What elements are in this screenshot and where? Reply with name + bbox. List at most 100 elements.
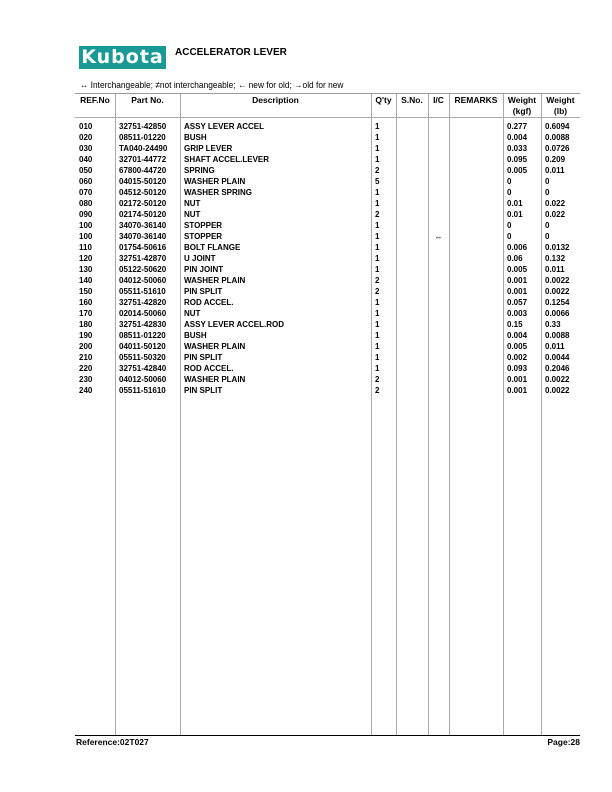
table-row: 060 04015-50120 WASHER PLAIN 5 0 0 [75, 176, 580, 187]
quantity-cell: 1 [375, 320, 380, 329]
table-row: 130 05122-50620 PIN JOINT 1 0.005 0.011 [75, 264, 580, 275]
description-cell: NUT [184, 210, 201, 219]
weight-kgf-cell: 0.001 [507, 375, 528, 384]
weight-lb-cell: 0.33 [545, 320, 561, 329]
weight-lb-cell: 0 [545, 177, 550, 186]
part-no-cell: 67800-44720 [119, 166, 167, 175]
part-no-cell: 05511-51610 [119, 287, 166, 296]
table-row: 050 67800-44720 SPRING 2 0.005 0.011 [75, 165, 580, 176]
table-row: 170 02014-50060 NUT 1 0.003 0.0066 [75, 308, 580, 319]
ref-no-cell: 240 [79, 386, 93, 395]
part-no-cell: 32751-42830 [119, 320, 167, 329]
quantity-cell: 1 [375, 254, 380, 263]
part-no-cell: 08511-01220 [119, 331, 166, 340]
table-row: 040 32701-44772 SHAFT ACCEL.LEVER 1 0.095 0.2… [75, 154, 580, 165]
quantity-cell: 1 [375, 155, 380, 164]
ref-no-cell: 100 [79, 232, 93, 241]
quantity-cell: 1 [375, 144, 380, 153]
ref-no-cell: 130 [79, 265, 93, 274]
kubota-logo: Kubota [79, 46, 166, 69]
ref-no-cell: 010 [79, 122, 93, 131]
column-divider [541, 94, 542, 735]
ref-no-cell: 110 [79, 243, 92, 252]
interchangeability-legend: ↔ Interchangeable; ≠not interchangeable;… [80, 80, 344, 91]
weight-lb-cell: 0.0022 [545, 375, 570, 384]
ref-no-cell: 200 [79, 342, 93, 351]
column-divider [428, 94, 429, 735]
quantity-cell: 1 [375, 243, 380, 252]
column-divider [449, 94, 450, 735]
part-no-cell: 34070-36140 [119, 221, 167, 230]
weight-kgf-cell: 0 [507, 188, 512, 197]
description-cell: WASHER PLAIN [184, 177, 246, 186]
weight-kgf-cell: 0.033 [507, 144, 528, 153]
weight-lb-cell: 0.011 [545, 166, 565, 175]
table-row: 160 32751-42820 ROD ACCEL. 1 0.057 0.1254 [75, 297, 580, 308]
weight-kgf-cell: 0.01 [507, 210, 523, 219]
quantity-cell: 1 [375, 122, 380, 131]
part-no-cell: 32751-42820 [119, 298, 167, 307]
ref-no-cell: 230 [79, 375, 93, 384]
description-cell: U JOINT [184, 254, 216, 263]
table-row: 120 32751-42870 U JOINT 1 0.06 0.132 [75, 253, 580, 264]
table-row: 150 05511-51610 PIN SPLIT 2 0.001 0.0022 [75, 286, 580, 297]
table-row: 080 02172-50120 NUT 1 0.01 0.022 [75, 198, 580, 209]
page-number: Page:28 [547, 737, 580, 747]
part-no-cell: 04015-50120 [119, 177, 167, 186]
description-cell: STOPPER [184, 232, 223, 241]
ref-no-cell: 190 [79, 331, 93, 340]
weight-lb-cell: 0.0088 [545, 331, 570, 340]
column-header: Part No. [131, 95, 164, 105]
description-cell: STOPPER [184, 221, 223, 230]
weight-kgf-cell: 0.15 [507, 320, 523, 329]
quantity-cell: 2 [375, 210, 380, 219]
ref-no-cell: 180 [79, 320, 93, 329]
part-no-cell: 04012-50060 [119, 375, 167, 384]
table-row: 200 04011-50120 WASHER PLAIN 1 0.005 0.011 [75, 341, 580, 352]
quantity-cell: 2 [375, 166, 380, 175]
table-row: 070 04512-50120 WASHER SPRING 1 0 0 [75, 187, 580, 198]
ref-no-cell: 150 [79, 287, 93, 296]
description-cell: PIN SPLIT [184, 353, 223, 362]
column-header: REF.No [80, 95, 110, 105]
header-divider [75, 117, 580, 118]
ref-no-cell: 020 [79, 133, 93, 142]
weight-lb-cell: 0.0066 [545, 309, 570, 318]
ref-no-cell: 170 [79, 309, 93, 318]
quantity-cell: 1 [375, 221, 380, 230]
weight-kgf-cell: 0 [507, 177, 512, 186]
weight-lb-cell: 0.0022 [545, 276, 570, 285]
table-row: 190 08511-01220 BUSH 1 0.004 0.0088 [75, 330, 580, 341]
table-row: 140 04012-50060 WASHER PLAIN 2 0.001 0.0022 [75, 275, 580, 286]
description-cell: NUT [184, 199, 201, 208]
table-row: 030 TA040-24490 GRIP LEVER 1 0.033 0.0726 [75, 143, 580, 154]
description-cell: ASSY LEVER ACCEL [184, 122, 265, 131]
table-row: 220 32751-42840 ROD ACCEL. 1 0.093 0.2046 [75, 363, 580, 374]
weight-kgf-cell: 0.004 [507, 133, 528, 142]
description-cell: GRIP LEVER [184, 144, 233, 153]
table-row: 240 05511-51610 PIN SPLIT 2 0.001 0.0022 [75, 385, 580, 396]
quantity-cell: 1 [375, 133, 380, 142]
description-cell: PIN JOINT [184, 265, 224, 274]
weight-kgf-cell: 0.005 [507, 265, 528, 274]
part-no-cell: 01754-50616 [119, 243, 167, 252]
quantity-cell: 1 [375, 199, 380, 208]
weight-kgf-cell: 0.003 [507, 309, 528, 318]
table-row: 020 08511-01220 BUSH 1 0.004 0.0088 [75, 132, 580, 143]
table-row: 210 05511-50320 PIN SPLIT 1 0.002 0.0044 [75, 352, 580, 363]
description-cell: ROD ACCEL. [184, 364, 234, 373]
ref-no-cell: 060 [79, 177, 93, 186]
quantity-cell: 1 [375, 265, 380, 274]
table-row: 230 04012-50060 WASHER PLAIN 2 0.001 0.0022 [75, 374, 580, 385]
part-no-cell: 32751-42840 [119, 364, 167, 373]
ref-no-cell: 220 [79, 364, 93, 373]
part-no-cell: 02014-50060 [119, 309, 167, 318]
quantity-cell: 1 [375, 364, 380, 373]
weight-lb-cell: 0.0022 [545, 386, 570, 395]
description-cell: WASHER PLAIN [184, 342, 246, 351]
part-no-cell: 34070-36140 [119, 232, 167, 241]
ref-no-cell: 140 [79, 276, 93, 285]
ref-no-cell: 030 [79, 144, 93, 153]
description-cell: PIN SPLIT [184, 386, 223, 395]
